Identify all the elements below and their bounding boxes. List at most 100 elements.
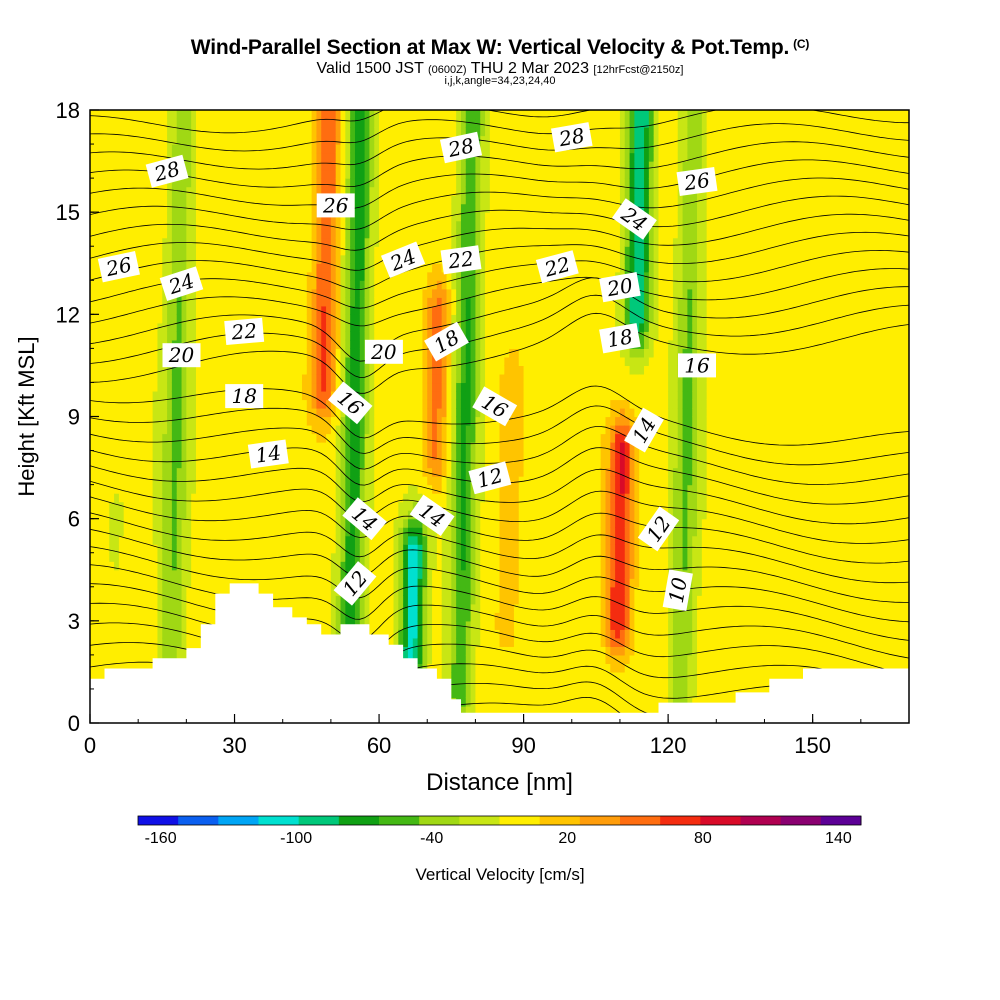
velocity-cell [225,221,230,230]
velocity-cell [273,536,278,545]
velocity-cell [316,178,321,187]
velocity-cell [302,144,307,153]
velocity-cell [239,297,244,306]
velocity-cell [384,136,389,145]
velocity-cell [273,399,278,408]
velocity-cell [345,144,350,153]
velocity-cell [239,153,244,162]
velocity-cell [104,195,109,204]
velocity-cell [177,527,182,536]
velocity-cell [418,595,423,604]
velocity-cell [408,391,413,400]
velocity-cell [201,110,206,119]
velocity-cell [100,195,105,204]
velocity-cell [239,408,244,417]
velocity-cell [365,459,370,468]
velocity-cell [90,340,95,349]
velocity-cell [360,553,365,562]
velocity-cell [124,170,129,179]
velocity-cell [418,357,423,366]
velocity-cell [249,485,254,494]
velocity-cell [239,527,244,536]
velocity-cell [408,399,413,408]
velocity-cell [292,136,297,145]
velocity-cell [143,468,148,477]
velocity-cell [350,536,355,545]
velocity-cell [288,340,293,349]
velocity-cell [100,485,105,494]
velocity-cell [355,272,360,281]
velocity-cell [162,382,167,391]
velocity-cell [288,136,293,145]
velocity-cell [307,570,312,579]
velocity-cell [129,382,134,391]
velocity-cell [172,536,177,545]
velocity-cell [389,476,394,485]
velocity-cell [394,119,399,128]
velocity-cell [124,485,129,494]
velocity-cell [292,425,297,434]
velocity-cell [119,195,124,204]
velocity-cell [244,485,249,494]
velocity-cell [288,348,293,357]
velocity-cell [355,297,360,306]
velocity-cell [186,587,191,596]
velocity-cell [365,604,370,613]
velocity-cell [100,110,105,119]
velocity-cell [302,127,307,136]
velocity-cell [230,238,235,247]
velocity-cell [283,408,288,417]
velocity-cell [104,289,109,298]
velocity-cell [316,289,321,298]
velocity-cell [326,612,331,621]
velocity-cell [167,459,172,468]
velocity-cell [186,510,191,519]
velocity-cell [114,238,119,247]
velocity-cell [157,382,162,391]
velocity-cell [230,570,235,579]
velocity-cell [133,331,138,340]
velocity-cell [124,425,129,434]
velocity-cell [143,553,148,562]
velocity-cell [201,212,206,221]
velocity-cell [157,502,162,511]
velocity-cell [148,408,153,417]
velocity-cell [336,612,341,621]
velocity-cell [186,399,191,408]
velocity-cell [268,289,273,298]
velocity-cell [109,323,114,332]
velocity-cell [312,365,317,374]
velocity-cell [235,459,240,468]
velocity-cell [148,595,153,604]
velocity-cell [307,382,312,391]
velocity-cell [220,459,225,468]
velocity-cell [278,323,283,332]
velocity-cell [302,119,307,128]
velocity-cell [398,578,403,587]
velocity-cell [191,204,196,213]
velocity-cell [196,178,201,187]
velocity-cell [278,399,283,408]
velocity-cell [162,238,167,247]
velocity-cell [206,391,211,400]
velocity-cell [360,255,365,264]
velocity-cell [283,476,288,485]
velocity-cell [100,365,105,374]
velocity-cell [394,629,399,638]
velocity-cell [225,451,230,460]
velocity-cell [95,331,100,340]
velocity-cell [210,442,215,451]
velocity-cell [254,417,259,426]
velocity-cell [288,476,293,485]
velocity-cell [177,451,182,460]
velocity-cell [283,595,288,604]
velocity-cell [172,417,177,426]
velocity-cell [273,425,278,434]
velocity-cell [133,468,138,477]
velocity-cell [177,323,182,332]
velocity-cell [100,604,105,613]
velocity-cell [201,323,206,332]
velocity-cell [403,629,408,638]
velocity-cell [302,502,307,511]
velocity-cell [90,246,95,255]
